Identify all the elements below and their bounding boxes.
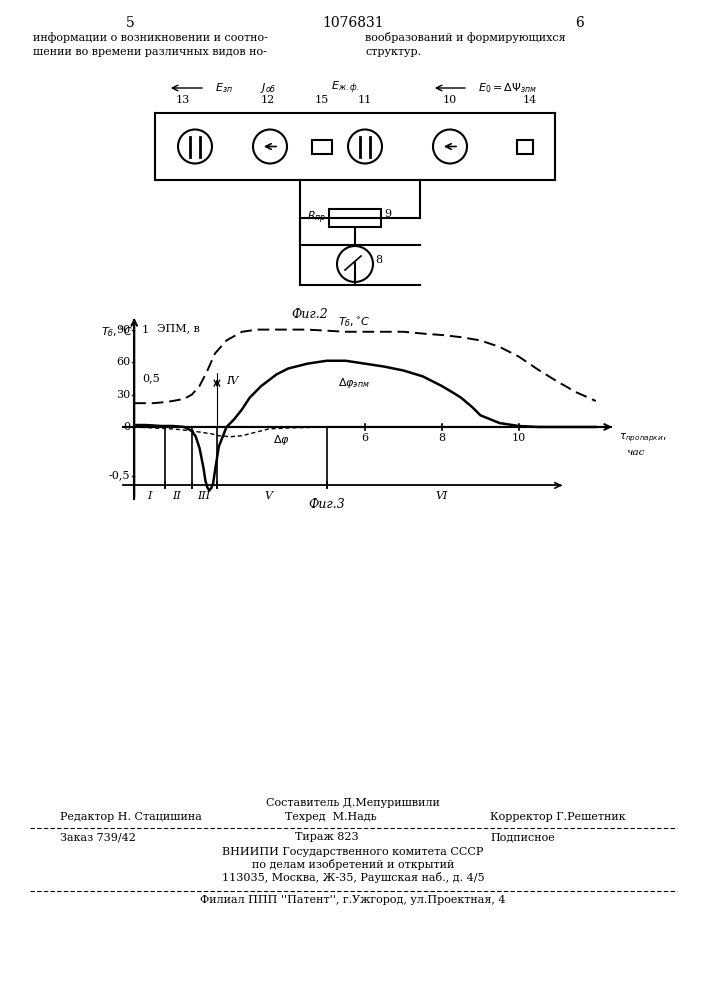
- Text: V: V: [265, 491, 273, 501]
- Text: $R_{пр}$: $R_{пр}$: [307, 210, 326, 226]
- Bar: [312, 139, 332, 153]
- Text: Корректор Г.Решетник: Корректор Г.Решетник: [490, 812, 626, 822]
- Text: 15: 15: [315, 95, 329, 105]
- Text: по делам изобретений и открытий: по делам изобретений и открытий: [252, 859, 454, 870]
- Text: ЭПМ, в: ЭПМ, в: [158, 323, 200, 333]
- Text: 30: 30: [116, 390, 130, 400]
- Text: 8: 8: [438, 433, 445, 443]
- Text: $T_б,{}^{\circ}C$: $T_б,{}^{\circ}C$: [100, 325, 133, 339]
- Text: 1076831: 1076831: [322, 16, 384, 30]
- Text: Филиал ППП ''Патент'', г.Ужгород, ул.Проектная, 4: Филиал ППП ''Патент'', г.Ужгород, ул.Про…: [200, 895, 506, 905]
- Text: 5: 5: [126, 16, 134, 30]
- Text: информации о возникновении и соотно-
шении во времени различных видов но-: информации о возникновении и соотно- шен…: [33, 32, 268, 57]
- Text: II: II: [173, 491, 181, 501]
- Text: $E_{ж.ф.}$: $E_{ж.ф.}$: [331, 80, 359, 96]
- Text: IV: IV: [226, 376, 239, 386]
- Text: Составитель Д.Мепуришвили: Составитель Д.Мепуришвили: [266, 798, 440, 808]
- Text: Редактор Н. Стацишина: Редактор Н. Стацишина: [60, 812, 202, 822]
- Text: $\Delta\varphi_{эпм}$: $\Delta\varphi_{эпм}$: [338, 376, 370, 390]
- Text: $E_{зп}$: $E_{зп}$: [215, 81, 233, 95]
- Text: 13: 13: [176, 95, 190, 105]
- Text: I: I: [148, 491, 152, 501]
- Text: час: час: [626, 448, 645, 457]
- Text: Тираж 823: Тираж 823: [295, 832, 358, 842]
- Text: VI: VI: [436, 491, 448, 501]
- Bar: [517, 139, 533, 153]
- Text: $\Delta\varphi$: $\Delta\varphi$: [273, 433, 289, 447]
- Text: -0,5: -0,5: [109, 471, 130, 481]
- Text: Подписное: Подписное: [490, 832, 555, 842]
- Text: 90: 90: [116, 325, 130, 335]
- Text: $\tau_{пропарки},$: $\tau_{пропарки},$: [619, 432, 667, 444]
- Text: 9: 9: [384, 209, 391, 219]
- Text: вообразований и формирующихся
структур.: вообразований и формирующихся структур.: [365, 32, 566, 57]
- Text: 11: 11: [358, 95, 372, 105]
- Text: III: III: [197, 491, 210, 501]
- Text: ВНИИПИ Государственного комитета СССР: ВНИИПИ Государственного комитета СССР: [222, 847, 484, 857]
- Text: 0,5: 0,5: [142, 373, 160, 383]
- Text: Фиг.2: Фиг.2: [291, 308, 328, 321]
- Text: $J_{об}$: $J_{об}$: [259, 81, 276, 95]
- Text: 8: 8: [375, 255, 382, 265]
- Text: Фиг.3: Фиг.3: [308, 498, 345, 511]
- Text: 14: 14: [523, 95, 537, 105]
- Text: Заказ 739/42: Заказ 739/42: [60, 832, 136, 842]
- Text: $T_б,{}^{\circ}C$: $T_б,{}^{\circ}C$: [338, 315, 370, 329]
- Text: Техред  М.Надь: Техред М.Надь: [285, 812, 377, 822]
- Text: 1: 1: [142, 325, 149, 335]
- Text: 10: 10: [512, 433, 526, 443]
- Text: $E_0 = \Delta\Psi_{зпм}$: $E_0 = \Delta\Psi_{зпм}$: [478, 81, 537, 95]
- Text: 10: 10: [443, 95, 457, 105]
- Text: 6: 6: [575, 16, 585, 30]
- Text: 0: 0: [123, 422, 130, 432]
- Text: 6: 6: [361, 433, 368, 443]
- Text: 12: 12: [261, 95, 275, 105]
- Text: 60: 60: [116, 357, 130, 367]
- Bar: [329, 209, 381, 227]
- Text: 113035, Москва, Ж-35, Раушская наб., д. 4/5: 113035, Москва, Ж-35, Раушская наб., д. …: [222, 872, 484, 883]
